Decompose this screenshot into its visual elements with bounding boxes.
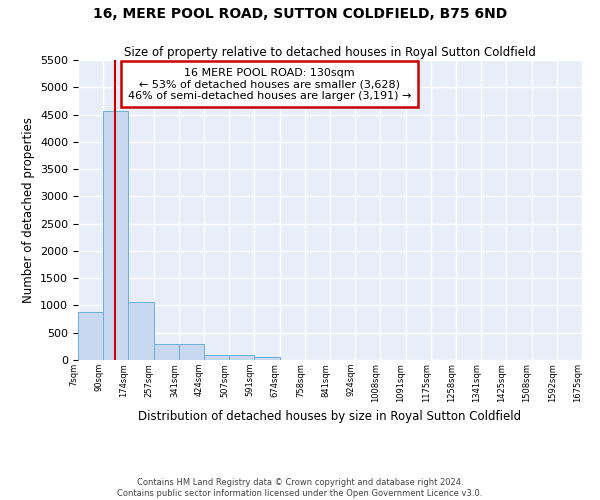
Bar xyxy=(179,344,204,360)
Bar xyxy=(204,355,229,360)
X-axis label: Distribution of detached houses by size in Royal Sutton Coldfield: Distribution of detached houses by size … xyxy=(139,410,521,423)
Bar xyxy=(229,356,254,360)
Text: 16 MERE POOL ROAD: 130sqm
← 53% of detached houses are smaller (3,628)
46% of se: 16 MERE POOL ROAD: 130sqm ← 53% of detac… xyxy=(128,68,411,100)
Bar xyxy=(78,312,103,360)
Bar xyxy=(103,112,128,360)
Text: 16, MERE POOL ROAD, SUTTON COLDFIELD, B75 6ND: 16, MERE POOL ROAD, SUTTON COLDFIELD, B7… xyxy=(93,8,507,22)
Title: Size of property relative to detached houses in Royal Sutton Coldfield: Size of property relative to detached ho… xyxy=(124,46,536,59)
Y-axis label: Number of detached properties: Number of detached properties xyxy=(22,117,35,303)
Bar xyxy=(128,302,154,360)
Bar xyxy=(254,357,280,360)
Bar xyxy=(154,344,179,360)
Text: Contains HM Land Registry data © Crown copyright and database right 2024.
Contai: Contains HM Land Registry data © Crown c… xyxy=(118,478,482,498)
